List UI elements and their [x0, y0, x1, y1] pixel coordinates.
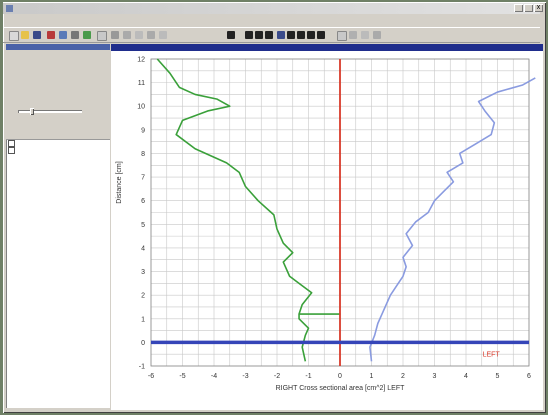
- zoom-icon[interactable]: [337, 31, 347, 41]
- x-tick-label: 0: [338, 373, 342, 380]
- new-file-icon[interactable]: [9, 31, 19, 41]
- tool-icon-7[interactable]: [123, 31, 131, 39]
- readout-row: [6, 69, 110, 77]
- left-marker-label: LEFT: [483, 352, 501, 359]
- rewind-icon[interactable]: [245, 31, 253, 39]
- y-tick-label: 3: [141, 269, 145, 276]
- readout-row: [6, 61, 110, 69]
- plot-caption-bar: [111, 44, 543, 51]
- tool-icon-11[interactable]: [277, 31, 285, 39]
- plot-window: LEFT -6 -5 -4 -3 -2 -1 0 1 2 3 4 5 6 -1 0 1 2 3 4 5 6 7 8 9 10 11 1…: [111, 44, 543, 410]
- y-tick-label: 9: [141, 127, 145, 134]
- x-tick-label: -4: [211, 373, 217, 380]
- list-header: [6, 132, 110, 140]
- readout-header: [6, 53, 110, 61]
- tool-icon-18[interactable]: [373, 31, 381, 39]
- slider-thumb[interactable]: [30, 108, 34, 115]
- x-tick-label: -1: [305, 373, 311, 380]
- y-tick-label: 4: [141, 245, 145, 252]
- x-tick-label: -5: [179, 373, 185, 380]
- list-item[interactable]: [6, 147, 110, 154]
- tool-icon-15[interactable]: [317, 31, 325, 39]
- x-tick-label: -2: [274, 373, 280, 380]
- play-icon[interactable]: [227, 31, 235, 39]
- tool-icon-2[interactable]: [59, 31, 67, 39]
- panel-caption: [6, 44, 110, 50]
- right-area-curve: [156, 58, 341, 362]
- step-forward-icon[interactable]: [265, 31, 273, 39]
- tool-icon-12[interactable]: [287, 31, 295, 39]
- tool-icon-10[interactable]: [159, 31, 167, 39]
- minimize-button[interactable]: [514, 4, 523, 12]
- tool-icon-6[interactable]: [111, 31, 119, 39]
- close-button[interactable]: x: [534, 4, 543, 12]
- y-tick-label: 8: [141, 151, 145, 158]
- y-tick-label: -1: [139, 364, 145, 371]
- open-folder-icon[interactable]: [21, 31, 29, 39]
- file-icon: [8, 140, 15, 147]
- title-bar[interactable]: x: [3, 3, 543, 14]
- tool-icon-1[interactable]: [47, 31, 55, 39]
- toolbar: [3, 27, 540, 43]
- app-icon: [6, 5, 13, 12]
- readout-table: [6, 53, 110, 109]
- menu-bar: [3, 15, 540, 25]
- tool-icon-3[interactable]: [71, 31, 79, 39]
- status-bar: [111, 405, 543, 413]
- x-tick-label: 4: [464, 373, 468, 380]
- left-panel: [6, 44, 110, 410]
- x-tick-label: 1: [370, 373, 374, 380]
- y-tick-label: 6: [141, 198, 145, 205]
- threshold-slider[interactable]: [6, 108, 110, 115]
- tool-icon-17[interactable]: [361, 31, 369, 39]
- y-tick-label: 1: [141, 316, 145, 323]
- y-tick-label: 11: [138, 80, 145, 87]
- x-axis-label: RIGHT Cross sectional area [cm^2] LEFT: [276, 385, 406, 392]
- tool-icon-4[interactable]: [83, 31, 91, 39]
- y-tick-label: 0: [141, 340, 145, 347]
- x-tick-label: -3: [242, 373, 248, 380]
- y-tick-label: 10: [137, 104, 145, 111]
- x-tick-label: 3: [433, 373, 437, 380]
- y-tick-label: 2: [141, 293, 145, 300]
- slider-track[interactable]: [18, 110, 82, 113]
- y-axis-label: Distance [cm]: [116, 161, 123, 203]
- readout-row: [6, 93, 110, 101]
- x-tick-label: 6: [527, 373, 531, 380]
- tool-icon-5[interactable]: [97, 31, 107, 41]
- maximize-button[interactable]: [524, 4, 533, 12]
- left-area-curve: [369, 77, 536, 362]
- x-tick-label: 5: [496, 373, 500, 380]
- tool-icon-8[interactable]: [135, 31, 143, 39]
- readout-row: [6, 77, 110, 85]
- readout-section-label: [6, 85, 110, 93]
- save-icon[interactable]: [33, 31, 41, 39]
- y-tick-label: 12: [137, 57, 145, 64]
- x-tick-label: 2: [401, 373, 405, 380]
- step-back-icon[interactable]: [255, 31, 263, 39]
- list-item[interactable]: [6, 140, 110, 147]
- x-tick-label: -6: [148, 373, 154, 380]
- tool-icon-9[interactable]: [147, 31, 155, 39]
- tool-icon-16[interactable]: [349, 31, 357, 39]
- tool-icon-14[interactable]: [307, 31, 315, 39]
- y-tick-label: 5: [141, 222, 145, 229]
- file-icon: [8, 147, 15, 154]
- file-list[interactable]: [6, 132, 110, 408]
- y-tick-label: 7: [141, 175, 145, 182]
- tool-icon-13[interactable]: [297, 31, 305, 39]
- cross-section-chart[interactable]: LEFT-6 -5 -4 -3 -2 -1 0 1 2 3 4 5 6-1012345678910111…: [111, 51, 543, 410]
